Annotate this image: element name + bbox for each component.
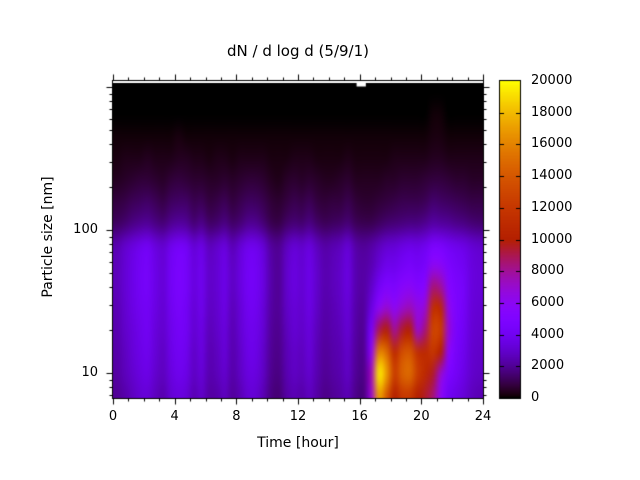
colorbar-tick-label: 12000 xyxy=(531,199,573,215)
colorbar-tick-label: 14000 xyxy=(531,168,573,184)
y-tick-label: 100 xyxy=(73,222,98,237)
colorbar-tick-label: 16000 xyxy=(531,136,573,152)
x-tick-label: 8 xyxy=(232,409,241,424)
colorbar-tick-label: 8000 xyxy=(531,263,565,279)
colorbar-tick-label: 18000 xyxy=(531,104,573,120)
x-tick-label: 0 xyxy=(108,409,118,424)
x-axis-label: Time [hour] xyxy=(257,435,339,451)
colorbar-tick-label: 20000 xyxy=(531,73,573,88)
colorbar-tick-label: 2000 xyxy=(531,358,565,374)
colorbar-tick-label: 10000 xyxy=(531,231,573,247)
x-tick-label: 20 xyxy=(413,409,430,424)
colorbar-tick-label: 6000 xyxy=(531,294,565,310)
colorbar-tick-label: 0 xyxy=(531,390,540,405)
x-tick-label: 24 xyxy=(474,409,492,424)
chart-title: dN / d log d (5/9/1) xyxy=(227,42,369,60)
x-tick-label: 12 xyxy=(289,409,307,424)
colorbar-tick-label: 4000 xyxy=(531,326,565,342)
x-tick-label: 16 xyxy=(351,409,368,424)
y-tick-label: 10 xyxy=(81,365,98,380)
y-axis-label: Particle size [nm] xyxy=(40,176,56,298)
x-tick-label: 4 xyxy=(170,409,179,424)
